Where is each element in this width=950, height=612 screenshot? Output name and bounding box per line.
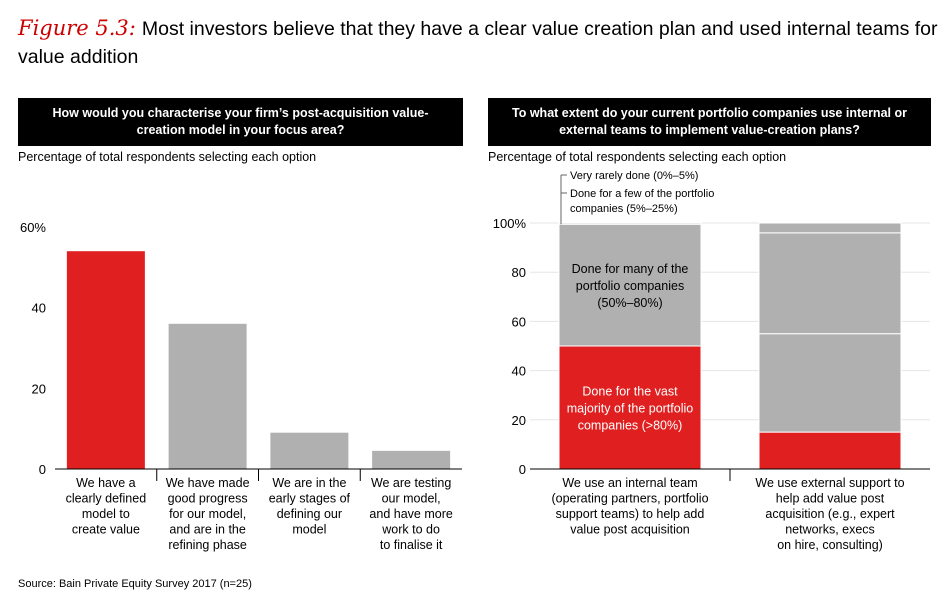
left-panel-header: How would you characterise your firm’s p… [18, 98, 463, 146]
x-tick-label: value post acquisition [570, 523, 690, 537]
x-tick-label: to finalise it [380, 538, 443, 552]
x-tick-label: and are in the [169, 523, 245, 537]
stacked-bar-segment [758, 232, 902, 335]
x-tick-label: for our model, [169, 507, 246, 521]
x-tick-label: and have more [369, 507, 452, 521]
callout-label: Done for a few of the portfolio [570, 188, 714, 200]
right-panel-title: To what extent do your current portfolio… [512, 106, 907, 137]
x-tick-label: create value [72, 523, 140, 537]
x-tick-label: model to [82, 507, 130, 521]
stacked-bar-segment [758, 222, 902, 234]
stacked-bar-segment [558, 222, 702, 225]
stacked-bar-segment [758, 431, 902, 470]
left-panel-title: How would you characterise your firm’s p… [52, 106, 429, 137]
segment-label: (50%–80%) [597, 296, 662, 310]
left-subtitle: Percentage of total respondents selectin… [18, 150, 317, 164]
y-tick-label: 80 [512, 265, 526, 280]
y-tick-label: 60 [512, 314, 526, 329]
y-tick-label: 0 [39, 462, 46, 477]
x-tick-label: networks, execs [785, 523, 875, 537]
x-tick-label: We use an internal team [562, 476, 697, 490]
x-tick-label: support teams) to help add [556, 507, 705, 521]
stacked-bar-segment [758, 333, 902, 433]
x-tick-label: early stages of [269, 492, 351, 506]
x-tick-label: clearly defined [66, 492, 147, 506]
stacked-bar-segment [558, 223, 702, 347]
y-tick-label: 40 [512, 364, 526, 379]
bar [66, 251, 145, 469]
right-panel-header: To what extent do your current portfolio… [488, 98, 931, 146]
segment-label: Done for many of the [572, 262, 689, 276]
y-tick-label: 60% [20, 220, 46, 235]
x-tick-label: on hire, consulting) [777, 538, 883, 552]
callout-label: companies (5%–25%) [570, 203, 678, 215]
stacked-bar-segment [558, 345, 702, 470]
source-note: Source: Bain Private Equity Survey 2017 … [18, 578, 252, 590]
right-subtitle: Percentage of total respondents selectin… [488, 150, 787, 164]
x-tick-label: We use external support to [755, 476, 904, 490]
segment-label: majority of the portfolio [567, 402, 693, 416]
x-tick-label: We are testing [371, 476, 451, 490]
x-tick-label: defining our [277, 507, 342, 521]
y-tick-label: 20 [32, 381, 46, 396]
x-tick-label: We are in the [272, 476, 346, 490]
figure-label: Figure 5.3: [18, 16, 136, 40]
x-tick-label: We have made [166, 476, 250, 490]
y-tick-label: 40 [32, 301, 46, 316]
segment-label: portfolio companies [576, 279, 684, 293]
x-tick-label: We have a [76, 476, 136, 490]
x-tick-label: model [292, 523, 326, 537]
x-tick-label: acquisition (e.g., expert [765, 507, 895, 521]
x-tick-label: refining phase [168, 538, 247, 552]
y-tick-label: 0 [519, 462, 526, 477]
segment-label: Done for the vast [582, 385, 678, 399]
x-tick-label: (operating partners, portfolio [551, 492, 708, 506]
callout-label: Very rarely done (0%–5%) [570, 170, 698, 182]
x-tick-label: our model, [382, 492, 441, 506]
segment-label: companies (>80%) [578, 419, 683, 433]
figure-title-text: Most investors believe that they have a … [18, 18, 938, 68]
x-tick-label: good progress [168, 492, 248, 506]
y-tick-label: 100% [493, 216, 527, 231]
x-tick-label: help add value post [776, 492, 885, 506]
x-tick-label: work to do [381, 523, 440, 537]
bar [270, 432, 349, 469]
y-tick-label: 20 [512, 413, 526, 428]
bar [372, 450, 451, 469]
bar [168, 323, 247, 469]
figure-title: Figure 5.3: Most investors believe that t… [18, 14, 938, 71]
